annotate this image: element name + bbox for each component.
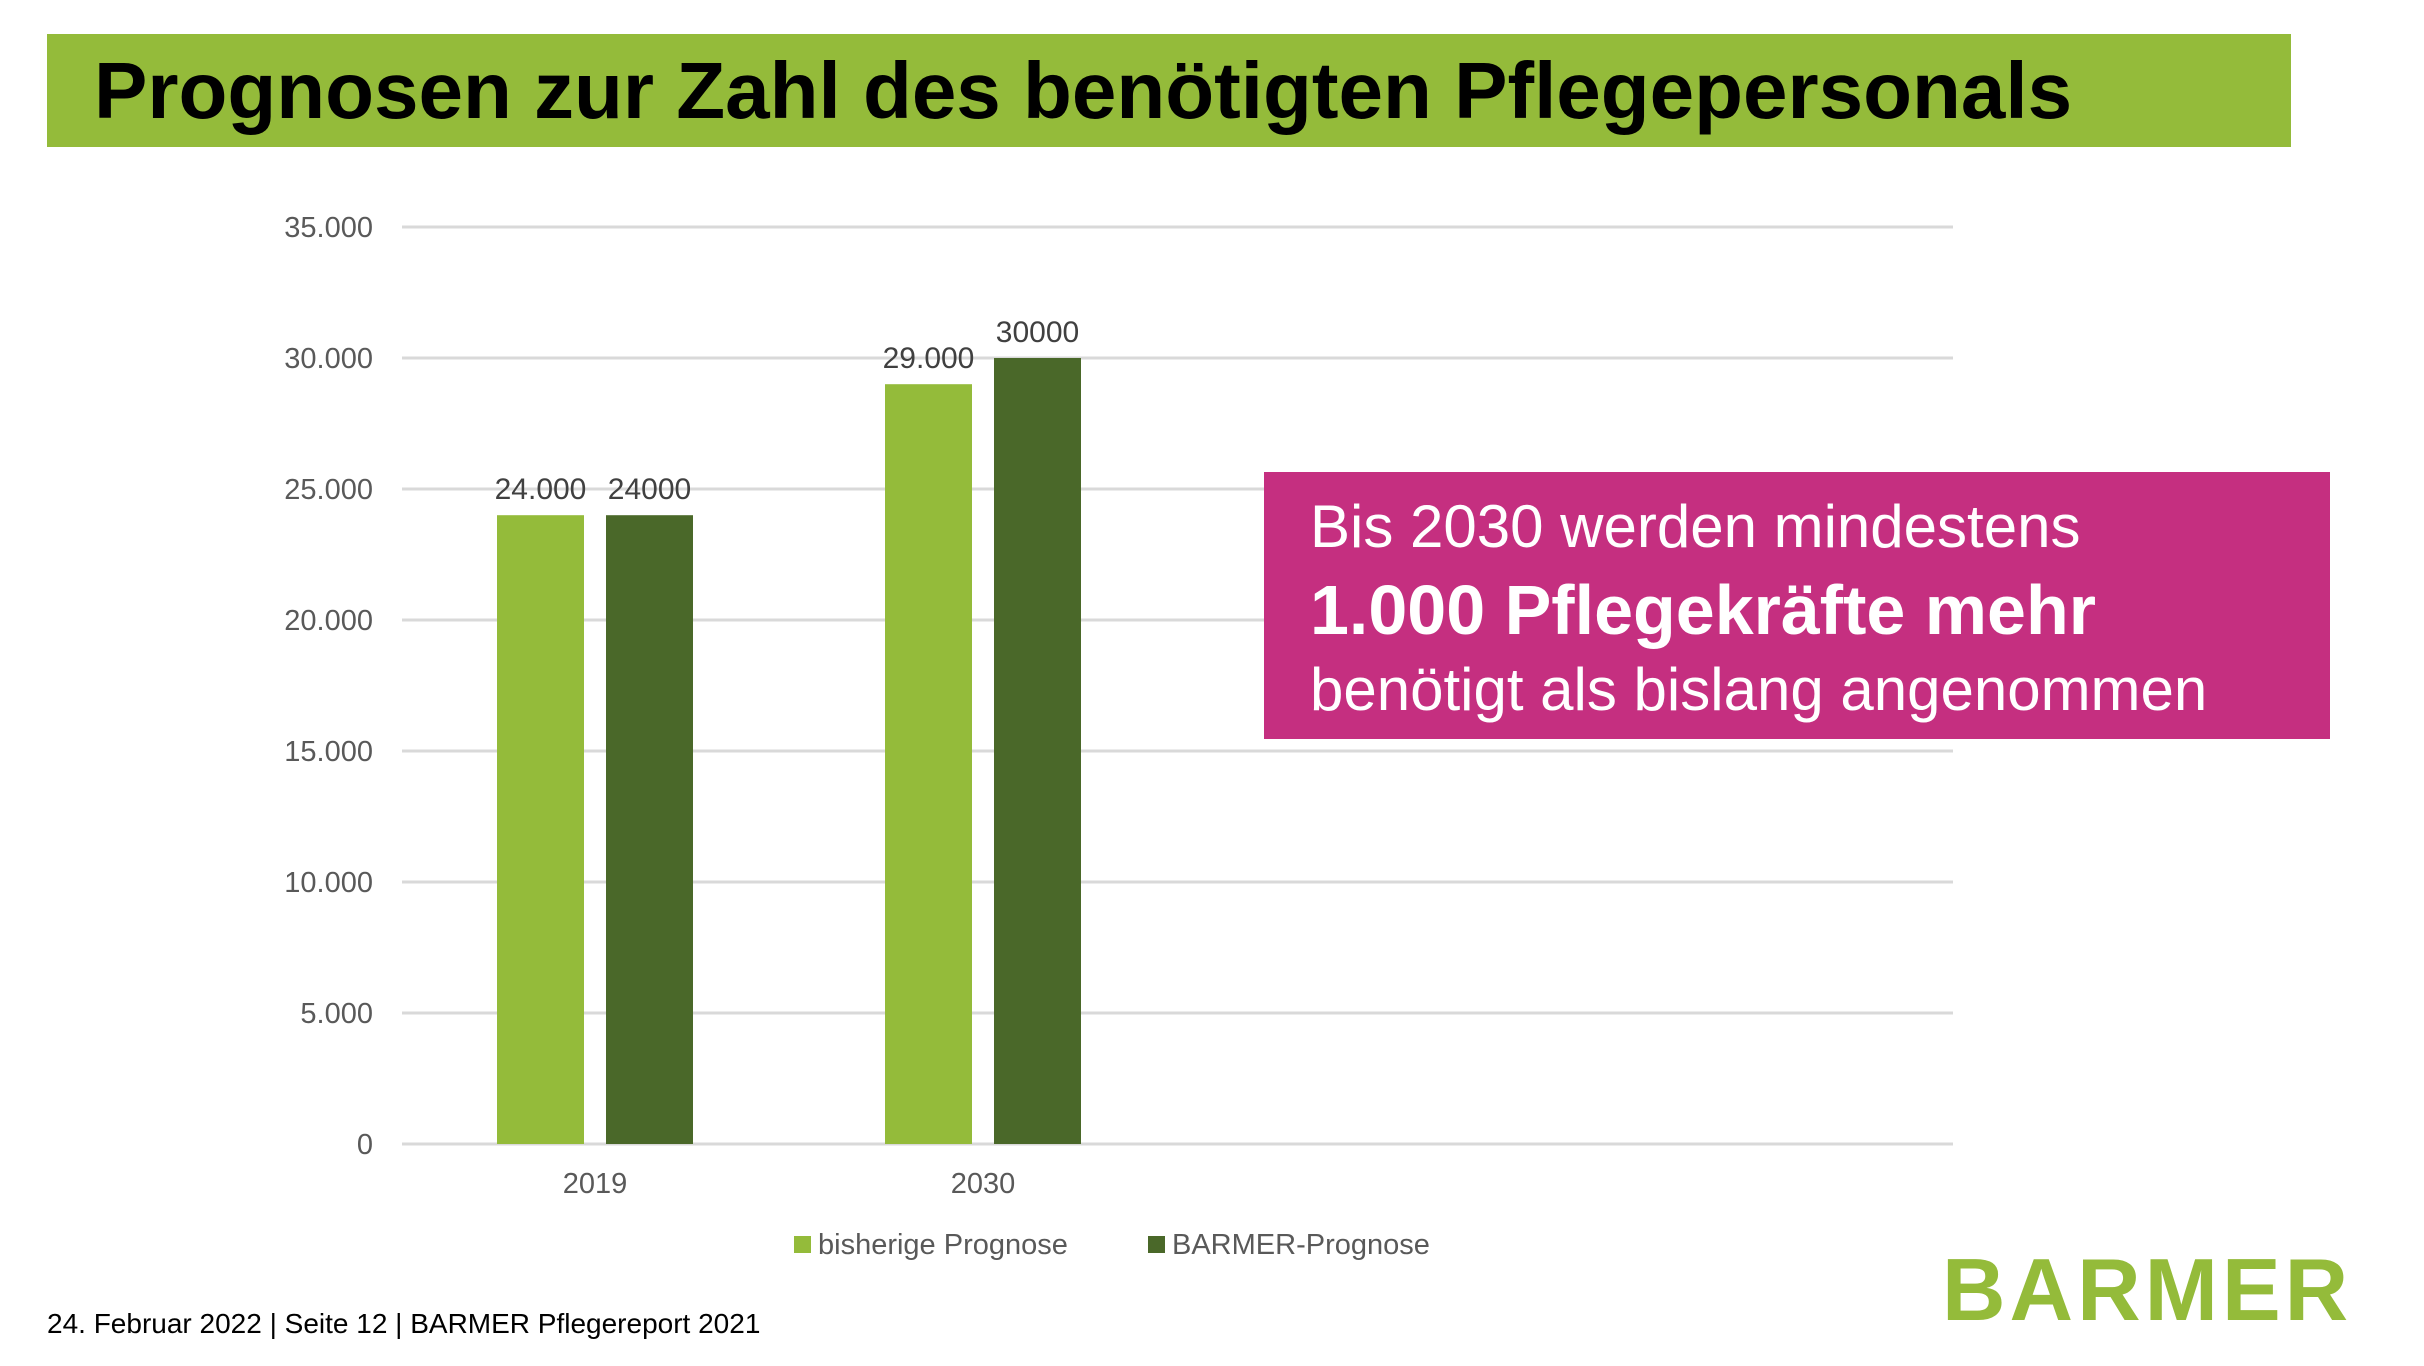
y-tick-label: 30.000 bbox=[284, 343, 373, 375]
data-label: 24000 bbox=[608, 473, 691, 506]
y-tick-label: 25.000 bbox=[284, 474, 373, 506]
bar-bisherige-2019 bbox=[497, 515, 584, 1144]
callout-line-2: 1.000 Pflegekräfte mehr bbox=[1310, 571, 2096, 649]
y-tick-label: 35.000 bbox=[284, 212, 373, 244]
slide-title: Prognosen zur Zahl des benötigten Pflege… bbox=[94, 46, 2073, 135]
legend-swatch bbox=[1148, 1236, 1165, 1253]
callout-box: Bis 2030 werden mindestens 1.000 Pflegek… bbox=[1264, 472, 2330, 739]
legend-swatch bbox=[794, 1236, 811, 1253]
data-label: 29.000 bbox=[883, 342, 975, 375]
callout-line-1: Bis 2030 werden mindestens bbox=[1310, 493, 2081, 560]
data-label: 30000 bbox=[996, 316, 1079, 349]
data-label: 24.000 bbox=[495, 473, 587, 506]
footer-text: 24. Februar 2022 | Seite 12 | BARMER Pfl… bbox=[47, 1308, 761, 1339]
bar-barmer-2030 bbox=[994, 358, 1081, 1144]
y-tick-label: 0 bbox=[357, 1129, 373, 1161]
callout-line-3: benötigt als bislang angenommen bbox=[1310, 656, 2208, 723]
x-tick-label: 2019 bbox=[563, 1168, 628, 1200]
bar-bisherige-2030 bbox=[885, 384, 972, 1144]
y-tick-label: 5.000 bbox=[300, 998, 373, 1030]
legend-label: BARMER-Prognose bbox=[1172, 1229, 1430, 1261]
y-tick-label: 15.000 bbox=[284, 736, 373, 768]
y-tick-label: 10.000 bbox=[284, 867, 373, 899]
legend-label: bisherige Prognose bbox=[818, 1229, 1068, 1261]
x-tick-label: 2030 bbox=[951, 1168, 1016, 1200]
barmer-logo: BARMER bbox=[1942, 1240, 2353, 1339]
bar-barmer-2019 bbox=[606, 515, 693, 1144]
y-tick-label: 20.000 bbox=[284, 605, 373, 637]
title-bar bbox=[47, 34, 2291, 147]
